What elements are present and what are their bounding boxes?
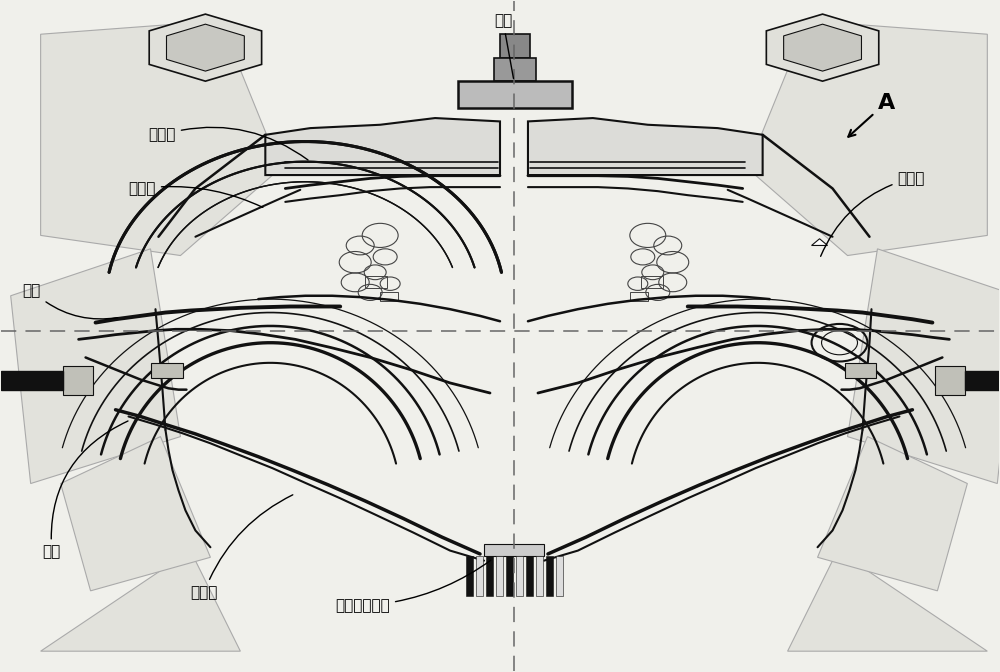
Polygon shape (61, 437, 210, 591)
Polygon shape (784, 24, 861, 71)
Bar (526, 556, 533, 596)
Bar (556, 556, 563, 596)
Bar (466, 556, 473, 596)
Polygon shape (166, 24, 244, 71)
Polygon shape (812, 239, 828, 245)
Bar (516, 556, 523, 596)
Bar (506, 556, 513, 596)
Bar (476, 556, 483, 596)
Bar (380, 292, 398, 301)
Bar (151, 363, 183, 378)
Bar (965, 371, 999, 390)
Bar (536, 556, 543, 596)
Bar (365, 276, 387, 288)
Polygon shape (458, 81, 572, 108)
Bar (484, 544, 544, 556)
Text: 冲孔: 冲孔 (23, 283, 118, 319)
Bar (845, 363, 876, 378)
Polygon shape (500, 34, 530, 58)
Polygon shape (748, 21, 987, 255)
Text: 下整形: 下整形 (190, 495, 293, 599)
Polygon shape (41, 21, 280, 255)
Polygon shape (788, 550, 987, 651)
Text: 側沖孔: 側沖孔 (821, 171, 925, 256)
Bar (630, 292, 648, 301)
Bar (641, 276, 663, 288)
Polygon shape (818, 437, 967, 591)
Text: 修邊: 修邊 (43, 421, 128, 559)
Text: 上整形: 上整形 (148, 127, 308, 160)
Polygon shape (848, 249, 1000, 484)
Text: A: A (848, 93, 895, 137)
Bar (1, 371, 63, 390)
Text: 翻邊: 翻邊 (494, 13, 513, 79)
Text: 拖料芯分模線: 拖料芯分模線 (335, 560, 491, 613)
Bar (546, 556, 553, 596)
Polygon shape (149, 14, 262, 81)
Bar (486, 556, 493, 596)
Polygon shape (11, 249, 180, 484)
Polygon shape (41, 550, 240, 651)
Polygon shape (766, 14, 879, 81)
Bar (935, 366, 965, 395)
Polygon shape (494, 58, 536, 81)
Bar (63, 366, 93, 395)
Polygon shape (528, 118, 763, 175)
Bar (496, 556, 503, 596)
Polygon shape (265, 118, 500, 175)
Text: 下整形: 下整形 (129, 181, 263, 208)
